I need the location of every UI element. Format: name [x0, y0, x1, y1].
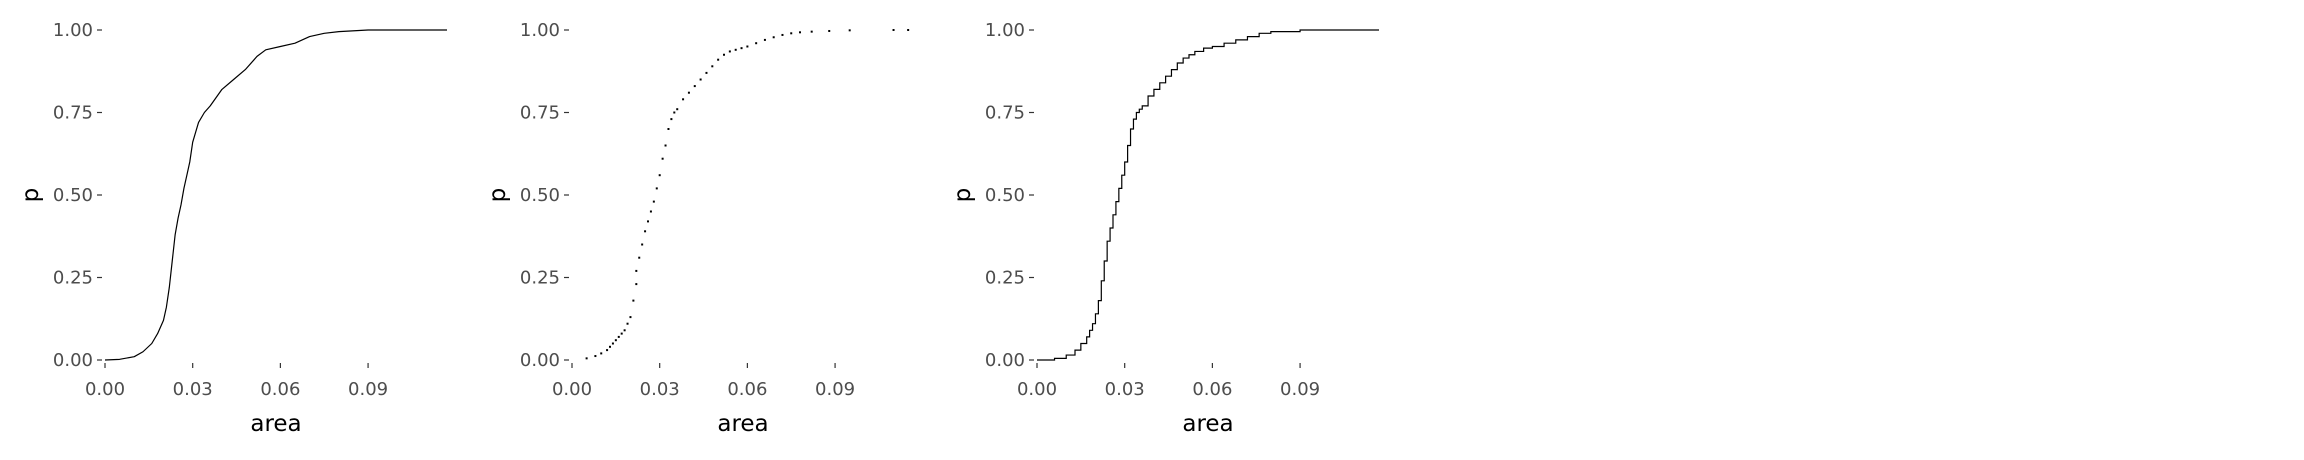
chart-panel-1: 0.00 0.25 0.50 0.75 1.00 0.00 0.03 0.06 0.09 area… — [18, 20, 447, 437]
y-tick-label: 0.25 — [985, 268, 1025, 289]
data-point — [848, 29, 851, 32]
y-tick-label: 1.00 — [520, 20, 560, 41]
chart-panel-3: 0.00 0.25 0.50 0.75 1.00 0.00 0.03 0.06 0.09 area… — [950, 20, 1379, 437]
y-tick-label: 0.25 — [520, 268, 560, 289]
data-point — [635, 269, 638, 272]
data-point — [699, 78, 702, 81]
data-point — [626, 322, 629, 325]
y-tick-label: 0.50 — [53, 185, 93, 206]
x-axis-title: area — [717, 411, 768, 437]
x-tick-label: 0.09 — [815, 379, 855, 400]
y-tick-label: 1.00 — [985, 20, 1025, 41]
data-point — [772, 36, 775, 39]
data-point — [611, 342, 614, 345]
data-point — [629, 316, 632, 319]
x-tick-label: 0.09 — [348, 379, 388, 400]
y-axis-title: p — [485, 188, 511, 203]
series-line — [104, 29, 447, 361]
y-tick-label: 0.00 — [53, 350, 93, 371]
data-point — [693, 85, 696, 88]
data-point — [600, 352, 603, 355]
x-axis-title: area — [250, 411, 301, 437]
data-point — [711, 65, 714, 68]
data-point — [687, 91, 690, 94]
x-tick-label: 0.00 — [1017, 379, 1057, 400]
y-axis-title: p — [950, 188, 976, 203]
y-tick-label: 0.50 — [985, 185, 1025, 206]
x-tick-label: 0.06 — [727, 379, 767, 400]
y-tick-label: 1.00 — [53, 20, 93, 41]
data-point — [647, 220, 649, 223]
data-point — [723, 53, 725, 56]
data-point — [606, 349, 609, 352]
x-tick-label: 0.06 — [1192, 379, 1232, 400]
data-point — [755, 42, 758, 45]
data-point — [617, 335, 620, 338]
data-point — [907, 29, 910, 31]
y-tick-label: 0.25 — [53, 268, 93, 289]
data-point — [609, 345, 611, 348]
data-point — [620, 332, 623, 335]
data-point — [781, 33, 784, 36]
y-axis-title: p — [18, 188, 44, 203]
data-point — [763, 38, 766, 41]
data-point — [658, 174, 661, 177]
data-point — [652, 200, 655, 203]
y-tick-label: 0.00 — [985, 350, 1025, 371]
x-axis-title: area — [1182, 411, 1233, 437]
data-point — [828, 29, 831, 32]
data-point — [673, 111, 676, 114]
data-point — [638, 256, 641, 259]
y-tick-label: 0.50 — [520, 185, 560, 206]
data-point — [641, 243, 644, 246]
chart-panel-2: 0.00 0.25 0.50 0.75 1.00 0.00 0.03 0.06 0.09 area… — [485, 20, 910, 437]
data-point — [682, 98, 685, 101]
data-point — [623, 329, 626, 332]
data-point — [664, 144, 667, 147]
series-step-line — [1037, 29, 1379, 361]
data-point — [728, 50, 731, 53]
data-point — [670, 118, 673, 121]
y-tick-label: 0.75 — [520, 103, 560, 124]
data-point — [734, 48, 737, 51]
x-tick-label: 0.00 — [552, 379, 592, 400]
data-point — [585, 357, 588, 360]
data-point — [810, 30, 813, 33]
data-point — [717, 58, 720, 61]
data-point — [632, 299, 635, 302]
x-tick-label: 0.03 — [1105, 379, 1145, 400]
y-tick-label: 0.75 — [53, 103, 93, 124]
data-point — [892, 29, 895, 31]
data-point — [614, 339, 617, 342]
x-tick-label: 0.09 — [1280, 379, 1320, 400]
data-point — [676, 108, 679, 111]
y-tick-label: 0.00 — [520, 350, 560, 371]
data-point — [799, 31, 801, 34]
data-point — [790, 32, 793, 35]
x-tick-label: 0.00 — [85, 379, 125, 400]
data-point — [635, 283, 638, 286]
data-point — [740, 47, 743, 50]
x-tick-label: 0.06 — [260, 379, 300, 400]
data-point — [705, 71, 708, 74]
data-point — [594, 355, 597, 358]
x-tick-label: 0.03 — [173, 379, 213, 400]
x-tick-label: 0.03 — [640, 379, 680, 400]
data-point — [644, 230, 647, 233]
data-point — [746, 45, 749, 48]
data-point — [649, 210, 652, 213]
data-point — [661, 157, 664, 160]
y-tick-label: 0.75 — [985, 103, 1025, 124]
data-point — [667, 128, 670, 130]
data-point — [655, 187, 658, 190]
